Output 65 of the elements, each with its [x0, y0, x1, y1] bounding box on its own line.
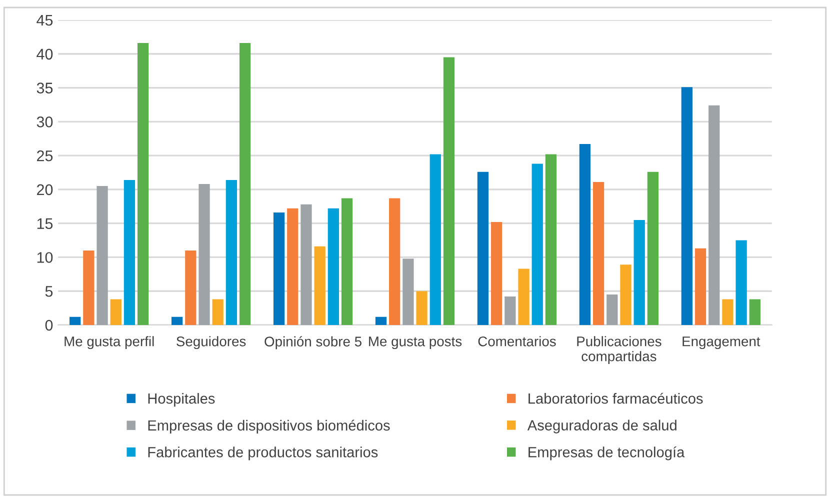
y-tick-label: 30	[36, 116, 53, 128]
y-tick-label: 45	[36, 15, 53, 26]
y-tick-label: 10	[37, 252, 53, 263]
bar	[375, 316, 387, 325]
y-tick-label: 15	[37, 218, 53, 230]
x-tick-label: Opinión sobre 5	[264, 336, 362, 350]
legend-label: Laboratorios farmacéuticos	[528, 392, 703, 404]
bar	[171, 316, 183, 325]
bar	[749, 299, 760, 325]
bar	[198, 184, 210, 325]
x-tick-label: Me gusta perfil	[64, 336, 154, 350]
bar	[124, 180, 136, 325]
bar	[341, 198, 353, 325]
legend-label: Fabricantes de productos sanitarios	[148, 446, 378, 460]
bar	[239, 43, 251, 325]
bar	[634, 220, 645, 325]
bar	[606, 294, 618, 325]
bar	[443, 57, 455, 325]
bar	[185, 250, 196, 325]
bar	[273, 212, 285, 325]
bar	[212, 299, 224, 325]
bar	[416, 291, 428, 325]
bar	[83, 250, 94, 325]
bar	[722, 299, 734, 325]
y-tick-label: 40	[36, 48, 53, 60]
bar	[402, 258, 414, 325]
bar	[226, 180, 238, 325]
bar	[708, 105, 720, 325]
bar	[328, 208, 339, 325]
bar	[545, 154, 557, 325]
y-tick-label: 0	[45, 320, 53, 331]
x-tick-label: Me gusta posts	[369, 336, 462, 350]
bar	[287, 208, 298, 325]
bar	[389, 198, 400, 325]
legend-label: Empresas de dispositivos biomédicos	[148, 420, 390, 434]
bar	[314, 246, 326, 325]
bar	[96, 186, 108, 325]
legend-label: Hospitales	[148, 393, 215, 407]
bar	[138, 43, 149, 325]
bar	[477, 172, 489, 325]
x-tick-label: Publicaciones compartidas	[577, 336, 662, 364]
y-tick-label: 20	[37, 184, 53, 196]
x-tick-label: Seguidores	[176, 336, 246, 350]
bar	[647, 172, 659, 325]
x-tick-label: Engagement	[682, 336, 760, 350]
y-tick-label: 5	[45, 286, 53, 297]
bar	[110, 299, 122, 325]
bar	[579, 144, 591, 325]
legend-label: Aseguradoras de salud	[527, 420, 676, 434]
y-tick-label: 35	[36, 82, 53, 94]
bar	[300, 204, 312, 325]
bar	[491, 222, 502, 325]
bar	[694, 248, 706, 325]
legend-label: Empresas de tecnología	[528, 446, 685, 460]
bar	[504, 296, 516, 325]
x-tick-label: Comentarios	[478, 336, 556, 346]
bar	[70, 316, 81, 325]
bar	[736, 240, 747, 325]
bar	[430, 154, 441, 325]
bar	[518, 268, 530, 325]
bar	[532, 164, 543, 325]
bar	[681, 87, 692, 325]
bar	[620, 264, 632, 325]
y-tick-label: 25	[37, 150, 53, 162]
bar	[592, 182, 604, 325]
